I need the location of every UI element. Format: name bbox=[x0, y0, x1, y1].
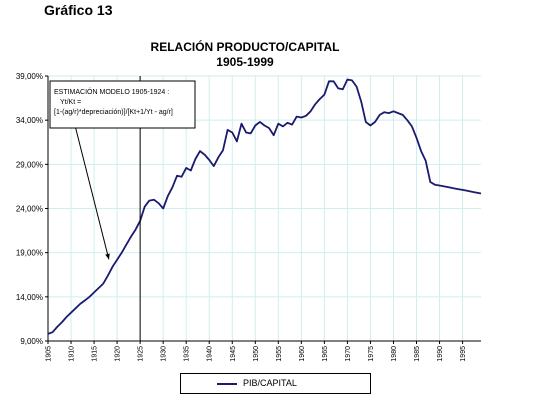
x-tick-label: 1980 bbox=[391, 346, 398, 362]
x-tick-label: 1985 bbox=[414, 346, 421, 362]
x-tick-label: 1925 bbox=[138, 346, 145, 362]
x-tick-label: 1905 bbox=[46, 346, 53, 362]
x-tick-label: 1945 bbox=[230, 346, 237, 362]
x-tick-label: 1950 bbox=[253, 346, 260, 362]
y-tick-label: 14,00% bbox=[16, 293, 43, 302]
annotation-text: [1-(ag/r)*depreciación)]/[Kt+1/Yt - ag/r… bbox=[54, 109, 173, 116]
y-tick-label: 24,00% bbox=[16, 205, 43, 214]
annotation-text: ESTIMACIÓN MODELO 1905-1924 : bbox=[54, 87, 169, 96]
y-tick-label: 9,00% bbox=[20, 337, 43, 346]
x-tick-label: 1995 bbox=[460, 346, 467, 362]
y-tick-label: 39,00% bbox=[16, 72, 43, 81]
legend-label: PIB/CAPITAL bbox=[243, 378, 297, 388]
chart-subtitle: 1905-1999 bbox=[216, 55, 274, 69]
x-tick-label: 1970 bbox=[345, 346, 352, 362]
x-tick-label: 1990 bbox=[437, 346, 444, 362]
figure-label: Gráfico 13 bbox=[44, 2, 113, 18]
legend-swatch bbox=[217, 383, 237, 385]
x-tick-label: 1915 bbox=[92, 346, 99, 362]
legend: PIB/CAPITAL bbox=[180, 373, 371, 394]
annotation-arrowhead bbox=[105, 253, 110, 260]
annotation-box bbox=[49, 80, 196, 129]
y-tick-label: 29,00% bbox=[16, 160, 43, 169]
x-tick-label: 1955 bbox=[276, 346, 283, 362]
x-tick-label: 1940 bbox=[207, 346, 214, 362]
x-tick-label: 1920 bbox=[115, 346, 122, 362]
x-tick-label: 1935 bbox=[184, 346, 191, 362]
annotation-arrow bbox=[75, 127, 110, 260]
annotation-text: Yt/Kt = bbox=[60, 99, 81, 106]
y-tick-label: 19,00% bbox=[16, 249, 43, 258]
x-tick-label: 1965 bbox=[322, 346, 329, 362]
chart-title: RELACIÓN PRODUCTO/CAPITAL bbox=[150, 40, 340, 54]
x-tick-label: 1910 bbox=[69, 346, 76, 362]
y-tick-label: 34,00% bbox=[16, 116, 43, 125]
series-line-pib-capital bbox=[47, 78, 482, 335]
x-tick-label: 1975 bbox=[368, 346, 375, 362]
x-tick-label: 1960 bbox=[299, 346, 306, 362]
x-tick-label: 1930 bbox=[161, 346, 168, 362]
